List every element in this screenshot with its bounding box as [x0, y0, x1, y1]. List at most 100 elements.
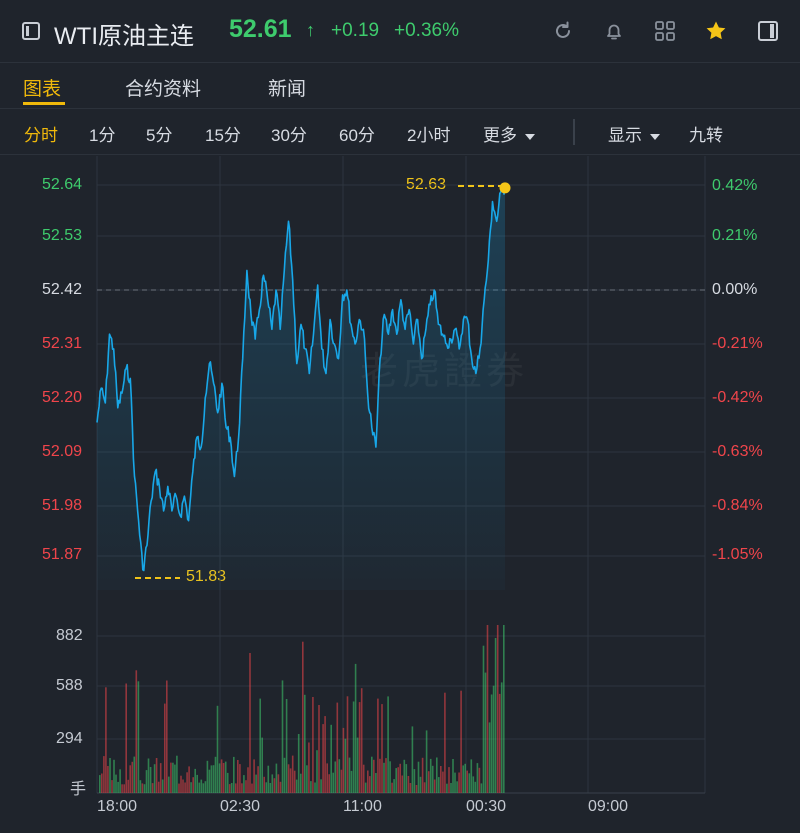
period-1min[interactable]: 1分	[89, 126, 116, 145]
volume-bar	[496, 625, 499, 793]
volume-bar	[318, 705, 320, 793]
price-tick: 52.64	[42, 176, 83, 193]
volume-bar	[235, 783, 237, 793]
time-tick: 02:30	[220, 798, 261, 815]
volume-bar	[159, 763, 162, 793]
volume-bar	[174, 764, 176, 793]
volume-bar	[145, 770, 148, 793]
volume-bar	[367, 770, 369, 793]
volume-bar	[310, 781, 312, 793]
volume-bar	[383, 762, 385, 793]
volume-bar	[427, 771, 430, 793]
volume-bar	[332, 772, 334, 793]
volume-bar	[393, 779, 395, 793]
volume-bar	[253, 759, 255, 793]
volume-bar	[480, 783, 483, 793]
volume-bar	[358, 702, 361, 793]
volume-bar	[312, 697, 314, 793]
price-up-arrow-icon: ↑	[306, 20, 315, 40]
volume-bar	[488, 722, 491, 793]
volume-bar	[362, 764, 365, 793]
volume-bar	[425, 730, 428, 793]
high-price-label: 52.63	[406, 176, 447, 193]
volume-bar	[277, 774, 280, 793]
volume-bar	[444, 692, 446, 793]
percent-tick: -0.42%	[712, 389, 763, 406]
volume-bar	[168, 776, 170, 793]
volume-bar	[352, 701, 355, 793]
volume-bar	[143, 784, 146, 793]
volume-bar	[415, 785, 418, 793]
period-15min[interactable]: 15分	[205, 126, 241, 145]
tab-contract-info[interactable]: 合约资料	[125, 79, 202, 100]
volume-bar	[440, 766, 442, 793]
volume-bar	[371, 756, 373, 793]
volume-bar	[334, 761, 337, 793]
active-tab-indicator	[23, 102, 65, 105]
volume-bar	[336, 702, 339, 793]
volume-bar	[216, 705, 219, 793]
volume-bar	[255, 774, 257, 793]
tab-news[interactable]: 新闻	[268, 79, 307, 100]
percent-tick: -0.84%	[712, 497, 763, 514]
period-30min[interactable]: 30分	[271, 126, 307, 145]
price-tick: 52.42	[42, 281, 83, 298]
nine-turn-indicator[interactable]: 九转	[689, 126, 723, 145]
volume-bar	[279, 781, 282, 793]
time-tick: 09:00	[588, 798, 629, 815]
volume-bar	[302, 641, 304, 793]
volume-bar	[137, 681, 140, 793]
volume-bar	[462, 765, 464, 793]
volume-bar	[484, 672, 487, 793]
volume-bar	[155, 758, 158, 793]
volume-bar	[438, 777, 440, 793]
volume-bar	[472, 776, 475, 793]
volume-bar	[289, 768, 292, 793]
volume-bar	[492, 685, 495, 793]
sidebar-toggle-icon[interactable]	[22, 22, 40, 40]
volume-bar	[198, 782, 201, 793]
volume-bar	[275, 763, 278, 793]
volume-bar	[151, 783, 154, 793]
display-dropdown[interactable]: 显示	[608, 121, 660, 146]
period-2h[interactable]: 2小时	[407, 126, 451, 145]
more-periods-dropdown[interactable]: 更多	[483, 121, 535, 146]
period-5min[interactable]: 5分	[146, 126, 173, 145]
volume-bar	[149, 767, 152, 793]
volume-bar	[161, 779, 164, 793]
percent-tick: -0.21%	[712, 335, 763, 352]
volume-bar	[107, 766, 109, 793]
volume-bar	[419, 776, 422, 793]
volume-bar	[369, 776, 371, 793]
volume-bar	[226, 772, 229, 793]
volume-bar	[405, 764, 408, 793]
panel-toggle-icon[interactable]	[757, 20, 779, 42]
tab-chart[interactable]: 图表	[23, 79, 62, 100]
refresh-icon[interactable]	[552, 20, 574, 42]
volume-bar	[113, 759, 115, 793]
volume-bar	[115, 774, 117, 793]
volume-bar	[306, 765, 308, 793]
volume-bar	[243, 775, 245, 793]
volume-bar	[141, 783, 144, 793]
grid-icon[interactable]	[654, 20, 676, 42]
percent-tick: -1.05%	[712, 546, 763, 563]
volume-bar	[230, 783, 233, 793]
volume-bar	[196, 774, 198, 793]
volume-bar	[381, 704, 383, 793]
volume-bar	[180, 775, 182, 793]
volume-bar	[265, 782, 268, 793]
volume-bar	[373, 759, 375, 793]
period-60min[interactable]: 60分	[339, 126, 375, 145]
chevron-down-icon	[525, 133, 535, 140]
volume-bar	[500, 682, 503, 793]
volume-bar	[218, 763, 221, 793]
bell-icon[interactable]	[603, 20, 625, 42]
volume-bar	[220, 759, 223, 793]
period-timeshare[interactable]: 分时	[24, 126, 58, 145]
star-icon[interactable]	[705, 20, 727, 42]
volume-bar	[436, 757, 438, 793]
volume-bar	[304, 694, 306, 793]
volume-bar	[360, 688, 363, 793]
price-tick: 52.31	[42, 335, 83, 352]
